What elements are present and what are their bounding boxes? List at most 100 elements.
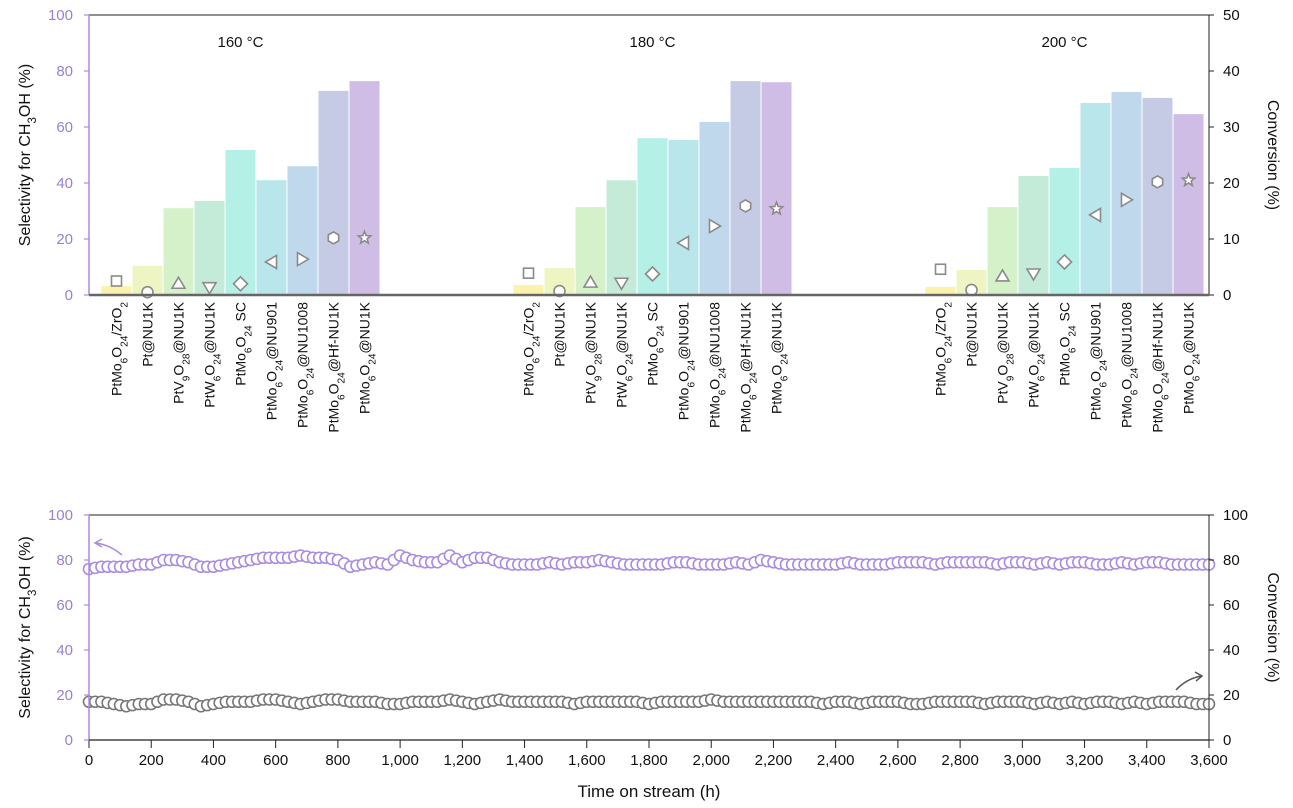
selectivity-bar: [761, 82, 792, 295]
x-tick-label: 2,800: [941, 752, 979, 769]
y-tick-label: 0: [65, 732, 73, 749]
triangle-left-marker: [263, 254, 278, 270]
x-tick-label: 1,600: [568, 752, 606, 769]
selectivity-bar: [194, 200, 225, 295]
x-tick-label: 400: [201, 752, 226, 769]
x-tick-label: 600: [263, 752, 288, 769]
square-marker: [522, 267, 535, 279]
group-title: 180 °C: [629, 34, 675, 51]
square-marker: [934, 263, 947, 276]
triangle-down-marker: [1025, 268, 1042, 282]
y-tick-label: 40: [56, 175, 73, 192]
hexagon-marker: [739, 199, 752, 213]
y2-tick-label: 40: [1223, 63, 1240, 80]
selectivity-bar: [1049, 167, 1080, 295]
bar-chart: PtMo6O24/ZrO2 Pt@NU1K PtV9O28@NU1K PtW6O24@…: [17, 7, 1281, 433]
hexagon-marker: [1151, 174, 1164, 189]
category-tick-label: PtMo6O24@NU1K: [1181, 301, 1203, 414]
y-tick-label: 20: [56, 687, 73, 704]
star-marker: [768, 200, 785, 216]
y2-tick-label: 20: [1223, 175, 1240, 192]
x-tick-label: 800: [325, 752, 350, 769]
triangle-right-marker: [708, 218, 723, 235]
category-tick-label: PtMo6O24@NU901: [1088, 302, 1110, 420]
y-tick-label: 60: [56, 119, 73, 136]
y2-tick-label: 0: [1223, 287, 1231, 304]
category-tick-label: PtMo6O24 SC: [1057, 302, 1079, 386]
y2-axis-title: Conversion (%): [1264, 100, 1281, 210]
x-tick-label: 200: [139, 752, 164, 769]
selectivity-bar: [1080, 102, 1111, 295]
arrowhead-icon: [1194, 671, 1204, 682]
selectivity-bar: [987, 207, 1018, 295]
diamond-marker: [644, 265, 661, 283]
triangle-up-marker: [582, 274, 599, 288]
group-title: 200 °C: [1041, 34, 1087, 51]
category-tick-label: PtMo6O24@NU1008: [1119, 302, 1141, 428]
category-tick-label: PtMo6O24@NU1K: [357, 301, 379, 414]
y-axis-title: Selectivity for CH3OH (%): [17, 536, 39, 718]
selectivity-bar: [730, 81, 761, 295]
selectivity-bar: [1142, 97, 1173, 295]
y2-tick-label: 60: [1223, 597, 1240, 614]
category-tick-label: PtW6O24@NU1K: [1026, 301, 1048, 407]
conversion-series: [82, 693, 1216, 713]
selectivity-bar: [668, 139, 699, 295]
star-marker: [1180, 171, 1197, 188]
selectivity-bar: [1173, 114, 1204, 296]
category-tick-label: PtMo6O24@NU1008: [707, 302, 729, 428]
selectivity-bar: [256, 180, 287, 295]
square-marker: [110, 275, 123, 287]
triangle-left-marker: [1087, 207, 1102, 223]
category-tick-label: PtMo6O24@NU1008: [295, 302, 317, 428]
triangle-up-marker: [170, 275, 187, 290]
y-tick-label: 60: [56, 597, 73, 614]
diamond-marker: [1056, 253, 1073, 271]
x-tick-label: 3,400: [1128, 752, 1166, 769]
selectivity-bar: [349, 81, 380, 295]
triangle-down-marker: [613, 277, 630, 291]
category-tick-label: PtMo6O24@Hf-NU1K: [1150, 301, 1172, 432]
left-axis-arrow-icon: [95, 542, 123, 556]
x-tick-label: 3,600: [1190, 752, 1228, 769]
selectivity-bar: [1111, 92, 1142, 295]
category-tick-label: PtMo6O24@NU901: [676, 302, 698, 420]
y-axis-title: Selectivity for CH3OH (%): [17, 64, 39, 246]
y-tick-label: 40: [56, 642, 73, 659]
selectivity-bar: [606, 180, 637, 295]
category-tick-label: PtW6O24@NU1K: [614, 301, 636, 407]
selectivity-series: [82, 549, 1216, 576]
category-tick-label: PtMo6O24/ZrO2: [521, 302, 543, 396]
category-tick-label: Pt@NU1K: [964, 301, 980, 366]
category-tick-label: PtMo6O24 SC: [645, 302, 667, 386]
selectivity-bar: [699, 121, 730, 296]
category-tick-label: Pt@NU1K: [140, 301, 156, 366]
bar-group: PtMo6O24/ZrO2 Pt@NU1K PtV9O28@NU1K PtW6O24@…: [925, 34, 1204, 433]
y2-tick-label: 30: [1223, 119, 1240, 136]
category-tick-label: Pt@NU1K: [552, 301, 568, 366]
category-tick-label: PtMo6O24/ZrO2: [933, 302, 955, 396]
x-tick-label: 2,400: [817, 752, 855, 769]
y2-axis-title: Conversion (%): [1264, 572, 1281, 682]
selectivity-bar: [225, 149, 256, 295]
y2-tick-label: 50: [1223, 7, 1240, 24]
y-tick-label: 100: [48, 7, 73, 24]
category-tick-label: PtV9O28@NU1K: [171, 301, 193, 404]
selectivity-bar: [925, 286, 956, 295]
x-tick-label: 1,800: [630, 752, 668, 769]
x-tick-label: 0: [85, 752, 93, 769]
x-tick-label: 1,400: [506, 752, 544, 769]
stability-chart: 0 200 400 600 800 1,000 1,200 1,400 1,600 1,800 2,…: [17, 507, 1281, 801]
triangle-left-marker: [675, 235, 690, 251]
category-tick-label: PtMo6O24@Hf-NU1K: [326, 301, 348, 432]
star-marker: [356, 229, 373, 245]
selectivity-bar: [287, 166, 318, 295]
category-tick-label: PtMo6O24@NU901: [264, 302, 286, 420]
group-title: 160 °C: [217, 34, 263, 51]
bar-group: PtMo6O24/ZrO2 Pt@NU1K PtV9O28@NU1K PtW6O24@…: [101, 34, 380, 433]
category-tick-label: PtMo6O24@NU1K: [769, 301, 791, 414]
selectivity-bar: [318, 90, 349, 295]
y2-tick-label: 100: [1223, 507, 1248, 524]
category-tick-label: PtMo6O24/ZrO2: [109, 302, 131, 396]
y2-tick-label: 80: [1223, 552, 1240, 569]
